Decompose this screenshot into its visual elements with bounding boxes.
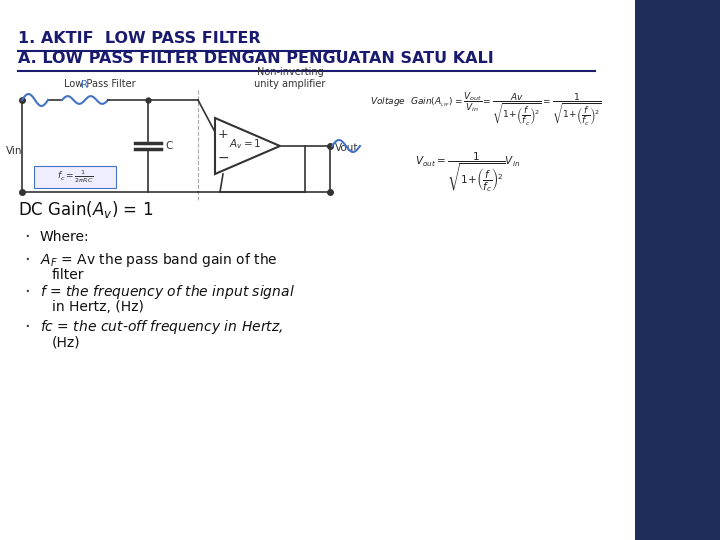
Text: $f$ = the frequency of the input signal: $f$ = the frequency of the input signal [40, 283, 295, 301]
Text: Low Pass Filter: Low Pass Filter [64, 79, 136, 89]
Text: R: R [81, 80, 89, 90]
Text: filter: filter [52, 268, 84, 282]
Text: ·: · [24, 228, 30, 246]
Text: $\mathit{Voltage\ \ Gain}(A_{_{LPF}}) = \dfrac{V_{out}}{V_{in}} = \dfrac{Av}{\sq: $\mathit{Voltage\ \ Gain}(A_{_{LPF}}) = … [370, 90, 602, 127]
Text: in Hertz, (Hz): in Hertz, (Hz) [52, 300, 144, 314]
Text: $A_v = 1$: $A_v = 1$ [229, 137, 261, 151]
Text: Non-inverting
unity amplifier: Non-inverting unity amplifier [254, 68, 325, 89]
Text: ·: · [24, 318, 30, 336]
Text: $f_c = \frac{1}{2\pi RC}$: $f_c = \frac{1}{2\pi RC}$ [57, 168, 94, 185]
FancyBboxPatch shape [34, 166, 116, 188]
Text: +: + [217, 127, 228, 140]
Text: (Hz): (Hz) [52, 335, 81, 349]
Text: C: C [165, 141, 172, 151]
Text: ·: · [24, 251, 30, 269]
Text: $fc$ = the cut-off frequency in Hertz,: $fc$ = the cut-off frequency in Hertz, [40, 318, 283, 336]
Polygon shape [215, 118, 280, 174]
Text: ·: · [24, 283, 30, 301]
Polygon shape [635, 0, 720, 540]
Text: A. LOW PASS FILTER DENGAN PENGUATAN SATU KALI: A. LOW PASS FILTER DENGAN PENGUATAN SATU… [18, 51, 494, 66]
Text: Vout: Vout [335, 143, 359, 153]
Text: Vin: Vin [6, 146, 22, 156]
Text: −: − [217, 151, 229, 165]
Text: $A_F$ = Av the pass band gain of the: $A_F$ = Av the pass band gain of the [40, 251, 278, 269]
Text: 1. AKTIF  LOW PASS FILTER: 1. AKTIF LOW PASS FILTER [18, 31, 261, 46]
Text: DC Gain($A_v$) = 1: DC Gain($A_v$) = 1 [18, 199, 153, 220]
Text: $V_{out} = \dfrac{1}{\sqrt{1\!+\!\left(\dfrac{f}{f_c}\right)^{\!2}}} V_{in}$: $V_{out} = \dfrac{1}{\sqrt{1\!+\!\left(\… [415, 150, 520, 194]
Text: Where:: Where: [40, 230, 89, 244]
